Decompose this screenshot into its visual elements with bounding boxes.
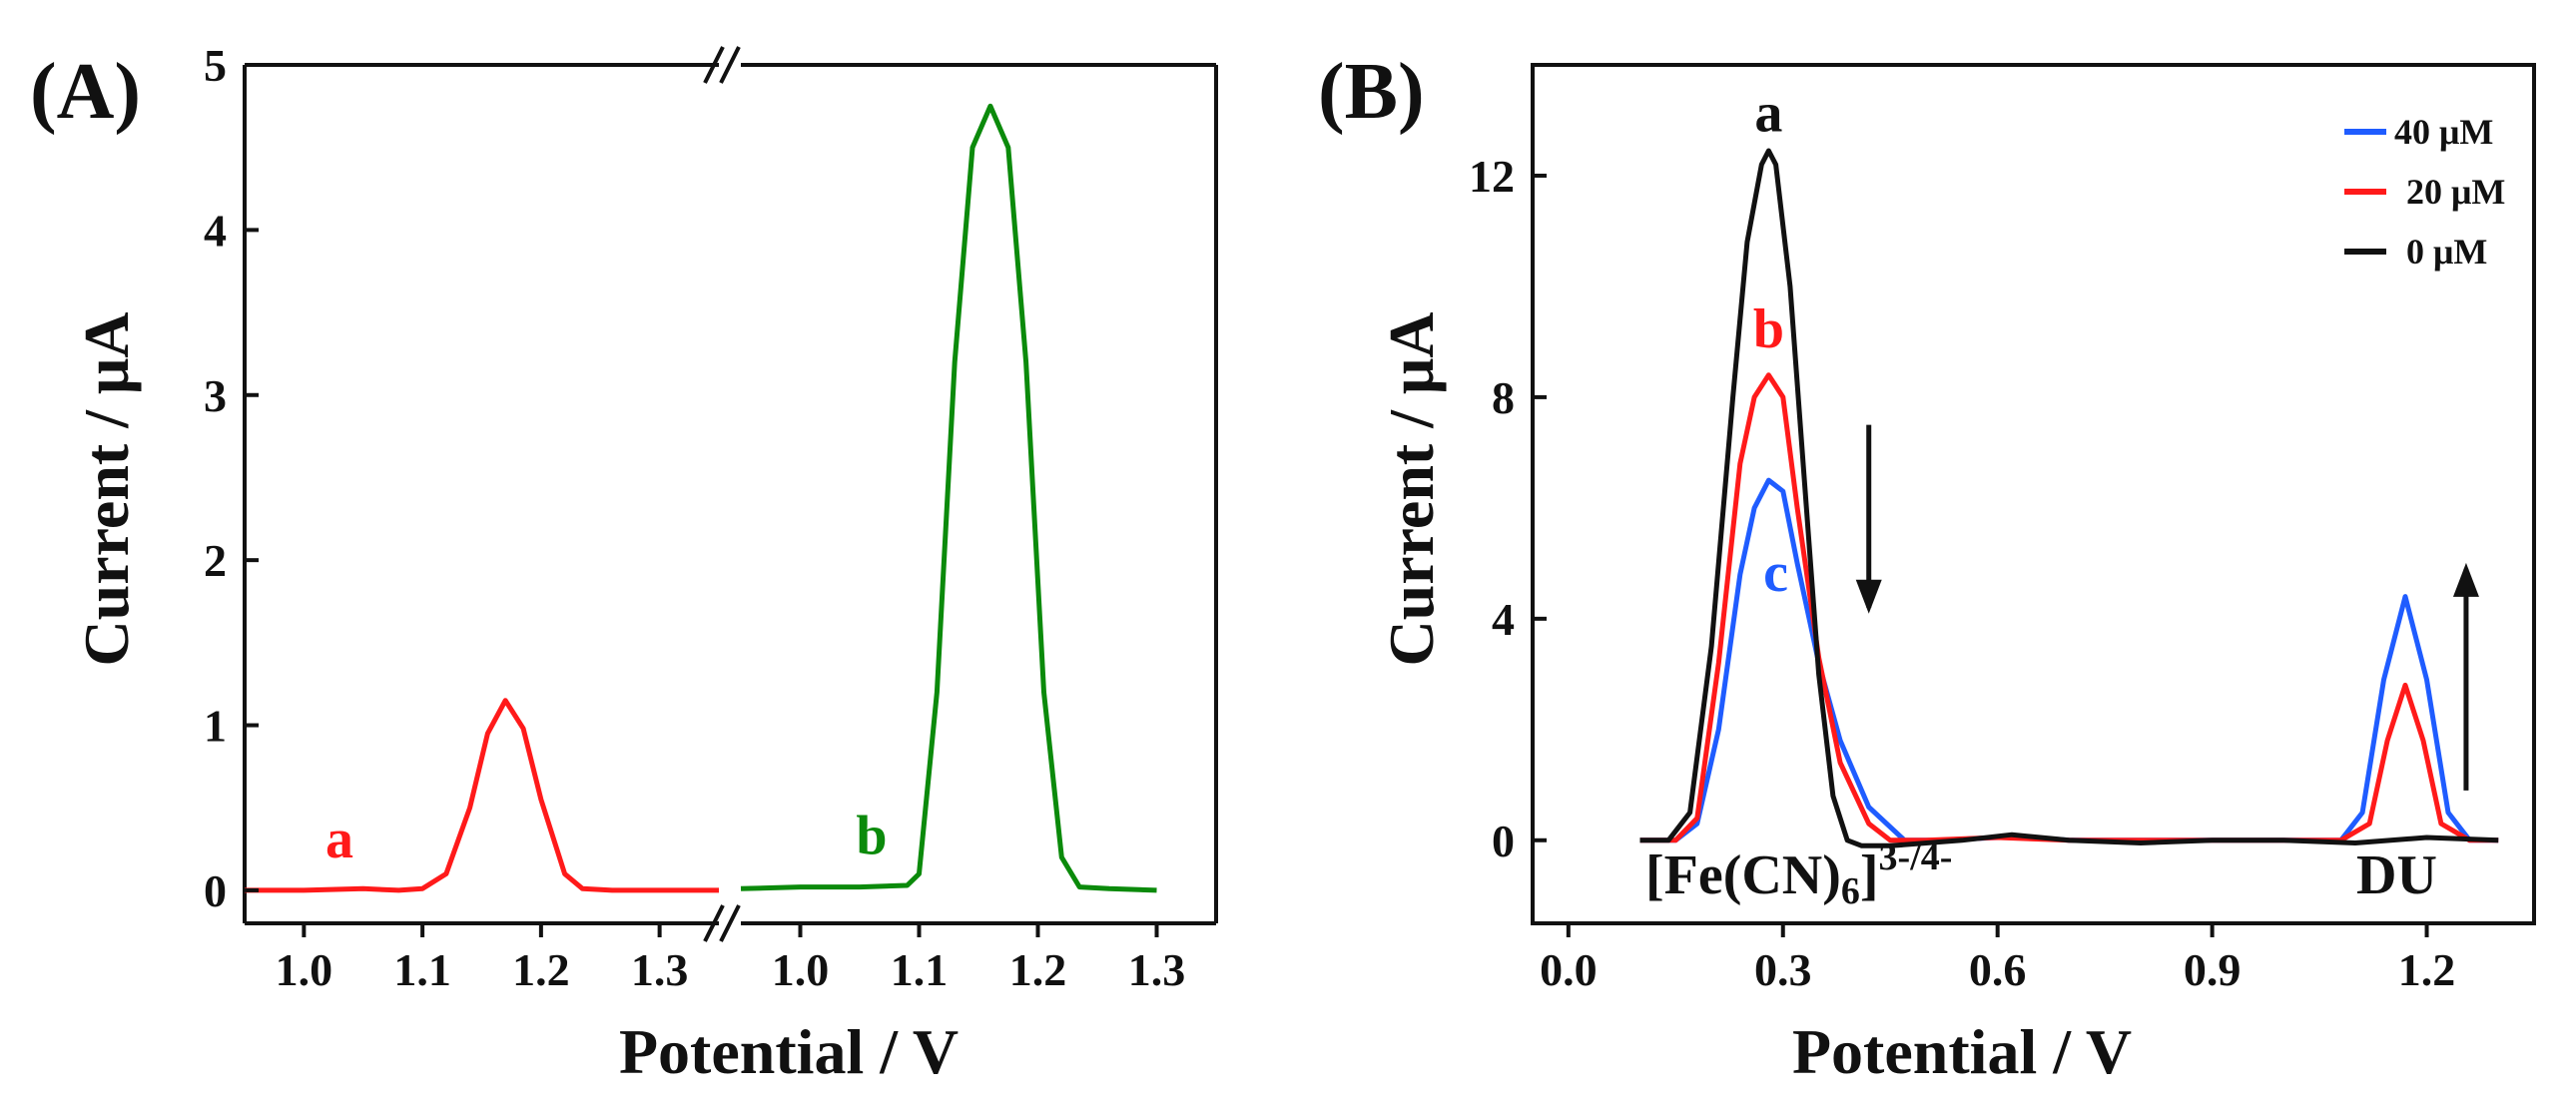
panel-a-label: (A) [30,48,141,136]
panel-a-y-tick-label: 5 [204,40,227,91]
panel-a-x-tick-label: 1.1 [891,944,949,995]
panel-a-plot-area [243,63,1218,925]
panel-b-y-tick-label: 12 [1469,151,1515,202]
panel-a-x-tick-label: 1.3 [631,944,689,995]
ferricyanide-label-subscript: 6 [1841,870,1860,912]
curve-label-b: b [1753,298,1784,360]
legend: 40 μM 20 μM 0 μM [2344,112,2505,272]
panel-a-x-tick-label: 1.1 [393,944,451,995]
curve-label-b: b [856,806,887,867]
trend-arrows [1855,424,2479,791]
panel-b-x-axis-title: Potential / V [1792,1016,2132,1087]
curve-label-a: a [1754,83,1782,145]
panel-a-x-tick-label: 1.0 [772,944,830,995]
axis-break-marks [703,46,741,942]
panel-b-x-tick-label: 0.9 [2184,944,2242,995]
panel-b-y-tick-label: 4 [1492,594,1515,645]
curve-label-a: a [325,809,353,870]
ferricyanide-label-base: [Fe(CN) [1645,844,1841,906]
panel-b-curves [1639,148,2499,848]
panel-a-y-tick-label: 2 [204,535,227,586]
legend-entry-0uM: 0 μM [2406,232,2487,272]
panel-b-x-tick-label: 0.3 [1754,944,1812,995]
curve-a [245,698,719,893]
axis-break-mark [703,904,725,942]
panel-a-curve-labels: a b [325,806,887,870]
legend-entry-40uM: 40 μM [2394,112,2493,152]
axis-break-mark [703,46,725,84]
panel-b-y-tick-label: 8 [1492,372,1515,423]
panel-b-curve-labels: c b a [1753,83,1788,605]
panel-b-y-axis-title: Current / μA [1376,311,1447,666]
panel-a-y-tick-label: 0 [204,865,227,916]
panel-b-label: (B) [1318,48,1425,136]
axis-break-mark [719,904,741,942]
curve-b [1639,372,2499,843]
arrow-up-head [2452,562,2479,597]
panel-a-y-axis-title: Current / μA [71,311,142,666]
arrow-down-head [1855,579,1882,614]
panel-a-y-tick-label: 3 [204,370,227,421]
panel-a-x-tick-label: 1.2 [512,944,570,995]
panel-b-ticks: 0 4 8 12 0.0 0.3 0.6 0.9 1.2 [1469,151,2455,995]
panel-a-x-tick-label: 1.0 [276,944,333,995]
curve-a [1639,148,2499,848]
ferricyanide-label-close: ] [1860,844,1879,906]
panel-a-y-tick-label: 4 [204,205,227,256]
panel-b-frame [1531,63,2536,925]
panel-a-y-tick-label: 1 [204,701,227,752]
panel-b-x-tick-label: 0.0 [1540,944,1598,995]
panel-b-x-tick-label: 0.6 [1969,944,2027,995]
panel-a-ticks: 0 1 2 3 4 5 1.0 1.1 1.2 1.3 1.0 1.1 1.2 1.3 [204,40,1185,995]
ferricyanide-label-superscript: 3-/4- [1879,836,1953,878]
panel-b-y-tick-label: 0 [1492,816,1515,866]
curve-label-c: c [1763,542,1788,604]
legend-entry-20uM: 20 μM [2406,172,2505,212]
panel-a-x-tick-label: 1.2 [1009,944,1067,995]
panel-a-x-axis-title: Potential / V [619,1016,959,1087]
panel-b-x-tick-label: 1.2 [2398,944,2456,995]
axis-break-mark [719,46,741,84]
ferricyanide-peak-label: [Fe(CN)6]3-/4- [1645,836,1952,912]
panel-a-x-tick-label: 1.3 [1128,944,1186,995]
panel-a: (A) Current / μA Potential / V 0 1 2 3 4 5 1.0… [30,40,1218,1087]
panel-a-curves [245,103,1157,893]
curve-b [740,103,1157,893]
du-peak-label: DU [2356,844,2437,906]
panel-b-plot-area [1531,63,2536,925]
